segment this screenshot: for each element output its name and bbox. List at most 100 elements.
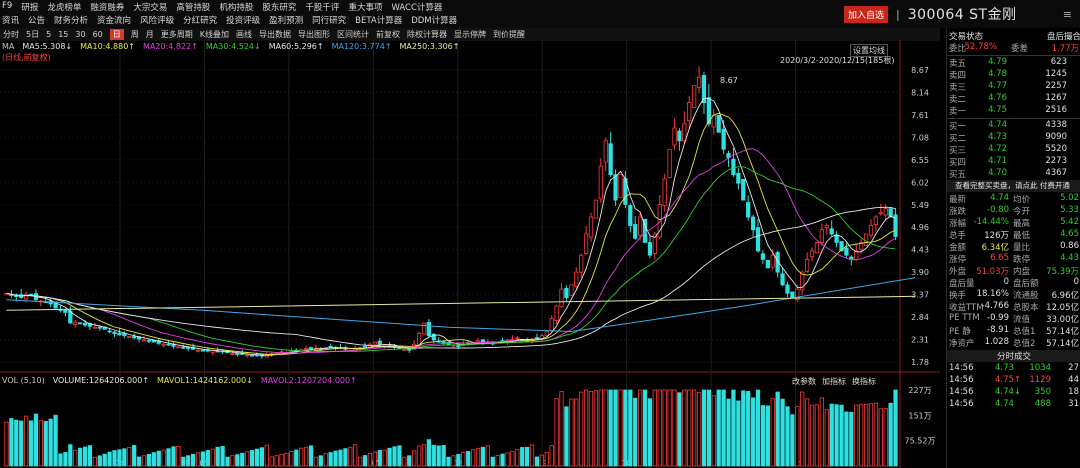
- volume-bar: [539, 454, 544, 467]
- candle-body: [829, 228, 834, 235]
- volume-bar: [289, 451, 294, 467]
- volume-bar: [358, 456, 363, 467]
- candle-body: [112, 331, 117, 335]
- candle-body: [554, 305, 559, 321]
- add-watchlist-button[interactable]: 加入自选: [844, 5, 889, 23]
- toolbar-item[interactable]: 5: [46, 30, 52, 39]
- stat-row: 外盘 51.03万 内盘 75.39万: [947, 265, 1080, 277]
- toolbar-item[interactable]: 导出图形: [298, 30, 330, 39]
- sell-level-cell: 卖一: [949, 107, 967, 117]
- upgrade-banner[interactable]: 查看完整买卖盘，请点此 付费开通: [947, 180, 1080, 192]
- volume-bar: [274, 455, 279, 467]
- volume-bar: [883, 408, 888, 467]
- menu-item[interactable]: 高管持股: [176, 3, 211, 13]
- weibi-row-cell: 委差: [1011, 44, 1029, 54]
- toolbar-item[interactable]: 分时: [3, 30, 19, 39]
- tick-row: 14:56 4.74↓ 350 18: [947, 387, 1080, 399]
- buy-level: 买一 4.74 4338: [947, 120, 1080, 132]
- candle-body: [824, 225, 829, 229]
- volume-bar: [136, 456, 142, 467]
- volume-bar: [667, 389, 672, 467]
- volume-tool-button[interactable]: 换指标: [852, 377, 876, 386]
- menu-item[interactable]: F9: [2, 1, 13, 11]
- candle-body: [407, 348, 412, 351]
- set-ma-button[interactable]: 设置均线: [850, 44, 888, 57]
- toolbar-item[interactable]: 30: [75, 30, 86, 39]
- candle-body: [888, 208, 893, 218]
- toolbar-item[interactable]: 60: [92, 30, 103, 39]
- menu-item[interactable]: 投资评级: [226, 16, 261, 26]
- sell-level-cell: 4.78: [988, 69, 1007, 79]
- menu-item[interactable]: WACC计算器: [391, 3, 443, 13]
- menu-item[interactable]: 资金流向: [97, 16, 132, 26]
- volume-bar: [490, 456, 495, 467]
- menu-item[interactable]: 机构持股: [219, 3, 254, 13]
- stat-row-cell: 涨停: [949, 255, 967, 265]
- y-tick-label: 2.31: [911, 336, 929, 345]
- candle-body: [328, 345, 333, 348]
- menu-item[interactable]: 公告: [28, 16, 46, 26]
- menu-item[interactable]: 融资融券: [90, 3, 125, 13]
- menu-item[interactable]: 分红研究: [183, 16, 218, 26]
- menu-item[interactable]: 财务分析: [54, 16, 89, 26]
- menu-item[interactable]: 研报: [21, 3, 39, 13]
- stat-row-cell: 57.14亿: [1046, 339, 1079, 349]
- toolbar-item[interactable]: 区间统计: [337, 30, 369, 39]
- stat-row-cell: -0.80: [987, 205, 1009, 215]
- sell-level-cell: 4.76: [988, 93, 1007, 103]
- toolbar-item[interactable]: 月: [145, 30, 154, 39]
- candle-body: [245, 354, 250, 357]
- toolbar-item[interactable]: 日: [109, 29, 124, 40]
- ma30-line: [6, 166, 896, 352]
- stat-row-cell: 盘后量: [949, 279, 975, 289]
- menu-item[interactable]: 股东研究: [262, 3, 297, 13]
- toolbar-item[interactable]: K线叠加: [199, 30, 229, 39]
- toolbar-item[interactable]: 15: [58, 30, 69, 39]
- volume-bar: [318, 455, 323, 467]
- candle-body: [642, 218, 648, 243]
- toolbar-item[interactable]: 周: [130, 30, 139, 39]
- toolbar-item[interactable]: 除权计算器: [407, 30, 447, 39]
- toolbar-item[interactable]: 前复权: [376, 30, 400, 39]
- ma-legend-item: MA60:5.296↑: [268, 42, 324, 51]
- menu-item[interactable]: DDM计算器: [411, 16, 458, 26]
- toolbar-item[interactable]: 更多周期: [160, 30, 193, 39]
- volume-tool-button[interactable]: 加指标: [822, 377, 846, 386]
- menu-item[interactable]: 资讯: [2, 16, 20, 26]
- toolbar-item[interactable]: 到价提醒: [493, 30, 525, 39]
- kline-chart[interactable]: 8.67 8.14 7.61 7.08 6.55 6.02 5.49 4.96 4.43 3.90…: [0, 40, 940, 468]
- volume-tool-button[interactable]: 改参数: [792, 377, 816, 386]
- menu-item[interactable]: 风险评级: [140, 16, 175, 26]
- x-tick-label: 11: [706, 459, 716, 468]
- stat-row-cell: 5.42: [1060, 217, 1079, 227]
- menu-item[interactable]: 大宗交易: [133, 3, 168, 13]
- stat-row-cell: 涨幅: [949, 219, 967, 229]
- sell-level-cell: 卖四: [949, 71, 967, 81]
- tick-row-cell: 31: [1068, 399, 1079, 409]
- volume-bar: [839, 404, 844, 467]
- stat-row: PE TTM -0.99 流值 33.00亿: [947, 313, 1080, 325]
- menu-item[interactable]: 龙虎榜单: [47, 3, 82, 13]
- toolbar-item[interactable]: 显示停牌: [454, 30, 486, 39]
- volume-bar: [392, 446, 397, 467]
- menu-item[interactable]: 同行研究: [312, 16, 347, 26]
- candle-body: [687, 102, 692, 122]
- tick-row-cell: 27: [1068, 363, 1079, 373]
- candle-body: [721, 128, 726, 150]
- toolbar-item[interactable]: 导出数据: [259, 30, 291, 39]
- menu-item[interactable]: 盈利预测: [269, 16, 304, 26]
- toolbar-item[interactable]: 画线: [236, 30, 252, 39]
- candle-body: [672, 127, 677, 146]
- ma120-line: [6, 277, 916, 333]
- volume-bar: [873, 402, 879, 467]
- volume-bar: [466, 451, 471, 467]
- volume-bar: [692, 389, 697, 467]
- toolbar-item[interactable]: 5日: [26, 30, 40, 39]
- stat-row: 涨幅 -14.44% 最高 5.42: [947, 217, 1080, 229]
- menu-icon[interactable]: ≡: [1062, 7, 1072, 21]
- menu-item[interactable]: 千股千评: [305, 3, 340, 13]
- volume-bar: [377, 450, 382, 467]
- menu-item[interactable]: BETA计算器: [355, 16, 403, 26]
- menu-item[interactable]: 重大事项: [348, 3, 383, 13]
- candle-body: [805, 259, 810, 272]
